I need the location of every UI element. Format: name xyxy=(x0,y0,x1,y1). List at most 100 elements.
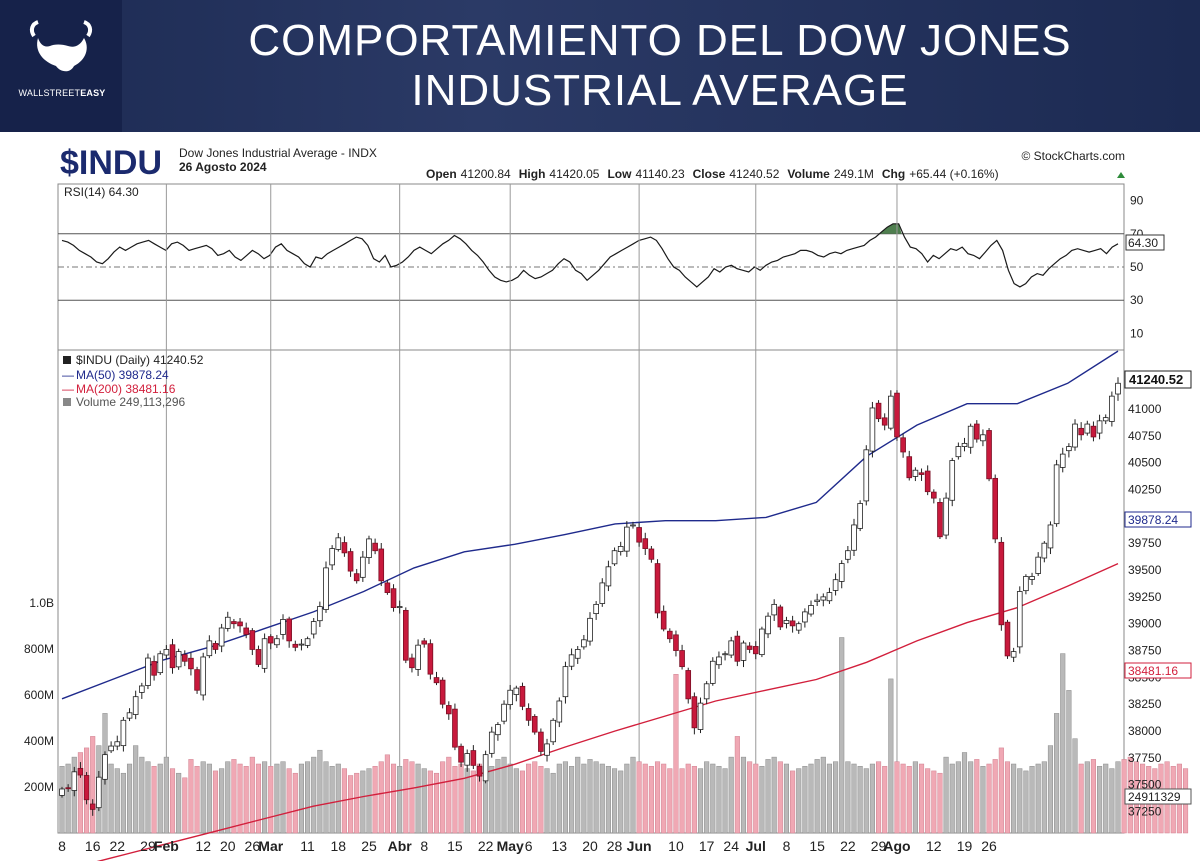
candle xyxy=(108,741,114,754)
price-legend: $INDU (Daily) 41240.52 — MA(50) 39878.24 … xyxy=(62,353,204,409)
candle-body xyxy=(771,603,777,616)
high-label: High xyxy=(519,167,546,181)
volume-bar xyxy=(452,766,458,834)
volume-bar xyxy=(998,747,1004,834)
candle-body xyxy=(562,666,569,698)
candle xyxy=(931,489,937,504)
volume-bar xyxy=(556,763,562,834)
candle-body xyxy=(212,643,219,650)
candle-body xyxy=(274,638,280,646)
volume-bar xyxy=(667,768,673,834)
chart-symbol: $INDU xyxy=(60,144,162,182)
candle-body xyxy=(642,538,649,549)
candle xyxy=(59,786,65,798)
candle xyxy=(795,621,802,634)
volume-bar xyxy=(661,763,667,834)
x-tick-label: Jul xyxy=(746,838,766,854)
candle xyxy=(857,500,863,532)
candle xyxy=(550,718,556,745)
volume-bar xyxy=(968,761,974,834)
candle-body xyxy=(795,623,802,631)
candle-body xyxy=(857,503,863,529)
candle-body xyxy=(249,630,256,650)
volume-bar xyxy=(427,770,433,834)
volume-bar xyxy=(710,763,716,834)
candle xyxy=(267,634,274,650)
ma50-box xyxy=(1124,511,1192,528)
volume-bar xyxy=(826,763,832,834)
candle-body xyxy=(851,524,857,551)
candle-body xyxy=(390,588,397,608)
candle-body xyxy=(163,649,170,656)
volume-bar xyxy=(876,761,882,834)
volume-bar xyxy=(1115,761,1121,834)
candle-body xyxy=(924,470,931,493)
candle-body xyxy=(243,627,249,635)
volume-bar xyxy=(390,763,397,834)
volume-bar xyxy=(372,766,378,834)
candle-body xyxy=(703,683,710,700)
candle-body xyxy=(507,689,513,706)
x-tick-label: 8 xyxy=(58,838,66,854)
candle xyxy=(789,615,796,633)
candle xyxy=(175,648,182,670)
price-tick-label: 37500 xyxy=(1128,778,1162,792)
x-tick-label: Mar xyxy=(258,838,283,854)
candle xyxy=(765,612,771,639)
candle xyxy=(937,498,943,540)
volume-legend-icon xyxy=(63,398,71,406)
candle xyxy=(482,750,489,784)
candle-body xyxy=(1072,423,1078,448)
volume-bar xyxy=(90,736,96,834)
volume-bar xyxy=(440,761,446,834)
candle xyxy=(562,661,569,704)
candle xyxy=(120,717,127,752)
candle xyxy=(722,651,728,661)
candle xyxy=(1078,422,1084,441)
x-tick-label: 12 xyxy=(926,838,942,854)
candle-body xyxy=(139,685,145,693)
candle xyxy=(507,684,513,710)
candle-body xyxy=(280,619,286,635)
x-tick-label: 24 xyxy=(723,838,739,854)
candle-body xyxy=(298,643,305,646)
candle xyxy=(151,655,157,681)
candle-body xyxy=(875,402,882,420)
candle-body xyxy=(1004,621,1011,657)
candle xyxy=(292,640,299,652)
candle xyxy=(986,428,992,482)
ma200-label: 38481.16 xyxy=(1128,664,1178,678)
legend-volume: Volume 249,113,296 xyxy=(76,395,186,409)
candle-body xyxy=(102,754,108,780)
candle-body xyxy=(617,546,624,552)
candle xyxy=(83,772,90,805)
candle xyxy=(347,548,354,577)
candle xyxy=(802,608,808,628)
volume-bar xyxy=(1078,763,1084,834)
candle-body xyxy=(1066,446,1072,452)
candle xyxy=(832,573,839,596)
candle-body xyxy=(83,775,90,801)
volume-bar xyxy=(1097,766,1103,834)
chg-label: Chg xyxy=(882,167,905,181)
volume-bar xyxy=(182,777,188,834)
candle-body xyxy=(439,679,446,705)
candle xyxy=(740,640,747,668)
candle xyxy=(980,429,986,447)
candle xyxy=(212,640,219,654)
rsi-line xyxy=(61,223,1119,288)
candle xyxy=(624,521,630,557)
chart-name: Dow Jones Industrial Average - INDX xyxy=(179,146,377,160)
candle-body xyxy=(765,615,771,635)
bull-icon xyxy=(29,20,93,72)
candle xyxy=(574,646,581,664)
volume-bar xyxy=(163,756,169,834)
candle xyxy=(286,616,292,648)
candle xyxy=(814,593,820,606)
volume-bar xyxy=(366,768,372,834)
volume-bar xyxy=(378,761,384,834)
candle xyxy=(163,645,170,660)
candle xyxy=(777,604,784,631)
x-tick-label: 25 xyxy=(361,838,377,854)
